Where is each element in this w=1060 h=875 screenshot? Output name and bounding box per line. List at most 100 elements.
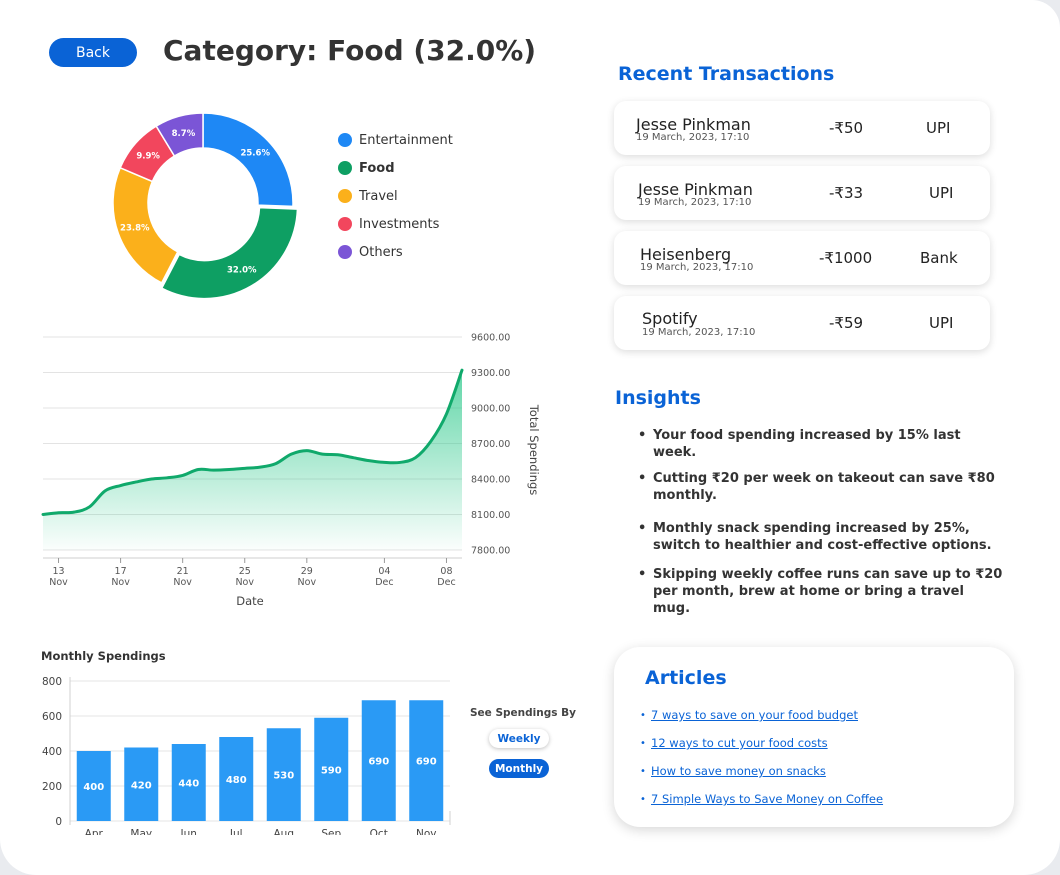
donut-slice-label: 32.0%: [227, 266, 257, 276]
transaction-name: Jesse Pinkman: [638, 180, 753, 199]
transaction-mode: Bank: [920, 249, 958, 267]
bar-value-label: 420: [131, 780, 152, 791]
bar-oct: [361, 700, 396, 821]
bar-may: [124, 747, 159, 821]
x-tick-label: Aug: [273, 828, 294, 835]
bar-value-label: 400: [83, 782, 104, 793]
donut-slice-label: 23.8%: [120, 224, 150, 234]
y-tick-label: 9000.00: [471, 404, 510, 415]
bar-value-label: 690: [416, 757, 437, 768]
transaction-name: Spotify: [642, 309, 698, 328]
y-tick-label: 9600.00: [471, 333, 510, 344]
bar-value-label: 590: [321, 765, 342, 776]
x-tick-day: 17: [115, 566, 127, 577]
transaction-card[interactable]: Heisenberg 19 March, 2023, 17:10 -₹1000 …: [614, 231, 990, 285]
legend-label: Food: [359, 160, 395, 176]
transaction-amount: -₹1000: [819, 249, 873, 267]
insight-item: Your food spending increased by 15% last…: [638, 427, 1003, 461]
y-tick-label: 800: [42, 676, 62, 688]
legend-item-investments[interactable]: Investments: [338, 210, 453, 238]
y-tick-label: 9300.00: [471, 368, 510, 379]
weekly-toggle-button[interactable]: Weekly: [489, 729, 549, 748]
transaction-mode: UPI: [929, 184, 954, 202]
bullet-icon: •: [640, 766, 646, 777]
bar-chart-title: Monthly Spendings: [41, 649, 166, 663]
transaction-amount: -₹33: [829, 184, 864, 202]
donut-legend: Entertainment Food Travel Investments Others: [338, 126, 453, 266]
x-tick-label: Jul: [229, 828, 243, 835]
article-link[interactable]: 7 ways to save on your food budget: [651, 708, 858, 722]
insight-item: Cutting ₹20 per week on takeout can save…: [638, 470, 1003, 504]
x-tick-month: Nov: [173, 577, 192, 588]
article-link[interactable]: 7 Simple Ways to Save Money on Coffee: [651, 792, 884, 806]
legend-color-swatch: [338, 161, 352, 175]
see-spendings-by-label: See Spendings By: [470, 707, 576, 719]
y-tick-label: 8100.00: [471, 510, 510, 521]
y-tick-label: 8400.00: [471, 475, 510, 486]
recent-transactions-title: Recent Transactions: [618, 63, 835, 85]
bar-value-label: 440: [178, 779, 199, 790]
insight-item: Monthly snack spending increased by 25%,…: [638, 520, 1003, 554]
legend-label: Travel: [359, 188, 398, 204]
legend-item-travel[interactable]: Travel: [338, 182, 453, 210]
transaction-name: Heisenberg: [640, 245, 732, 264]
bar-value-label: 690: [368, 757, 389, 768]
x-tick-label: May: [130, 828, 152, 835]
monthly-toggle-button[interactable]: Monthly: [489, 759, 549, 778]
article-link[interactable]: How to save money on snacks: [651, 764, 826, 778]
bar-jun: [171, 744, 206, 821]
back-button[interactable]: Back: [49, 38, 137, 67]
bar-value-label: 480: [226, 775, 247, 786]
area-fill: [43, 370, 462, 550]
y-tick-label: 400: [42, 746, 62, 758]
x-tick-month: Nov: [49, 577, 68, 588]
y-tick-label: 200: [42, 781, 62, 793]
x-tick-month: Dec: [375, 577, 393, 588]
x-tick-label: Jun: [180, 828, 197, 835]
spending-line: [41, 368, 464, 516]
transaction-date: 19 March, 2023, 17:10: [636, 132, 750, 143]
legend-color-swatch: [338, 217, 352, 231]
transaction-date: 19 March, 2023, 17:10: [642, 327, 756, 338]
x-tick-day: 13: [52, 566, 64, 577]
legend-color-swatch: [338, 245, 352, 259]
x-tick-label: Oct: [370, 828, 388, 835]
legend-label: Investments: [359, 216, 440, 232]
page-title: Category: Food (32.0%): [163, 34, 537, 67]
bar-jul: [219, 737, 254, 821]
x-tick-month: Nov: [298, 577, 317, 588]
transaction-amount: -₹50: [829, 119, 864, 137]
transaction-card[interactable]: Jesse Pinkman 19 March, 2023, 17:10 -₹33…: [614, 166, 990, 220]
article-link[interactable]: 12 ways to cut your food costs: [651, 736, 828, 750]
donut-slice-label: 8.7%: [172, 129, 196, 139]
x-tick-day: 04: [378, 566, 390, 577]
legend-color-swatch: [338, 189, 352, 203]
legend-item-food[interactable]: Food: [338, 154, 453, 182]
transaction-amount: -₹59: [829, 314, 864, 332]
monthly-spendings-bar-chart: Monthly Spendings 0 200 400 600 800 400 Apr 420 M…: [41, 649, 451, 835]
bar-nov: [409, 700, 444, 821]
total-spendings-area-chart: 7800.00 8100.00 8400.00 8700.00 9000.00 9300.…: [41, 333, 541, 608]
transaction-card[interactable]: Spotify 19 March, 2023, 17:10 -₹59 UPI: [614, 296, 990, 350]
y-tick-label: 7800.00: [471, 546, 510, 557]
bullet-icon: •: [640, 794, 646, 805]
bar-sep: [314, 717, 349, 821]
x-tick-day: 25: [239, 566, 251, 577]
insight-item: Skipping weekly coffee runs can save up …: [638, 566, 1003, 617]
x-tick-day: 29: [301, 566, 313, 577]
legend-item-entertainment[interactable]: Entertainment: [338, 126, 453, 154]
donut-slice-others: [155, 112, 204, 158]
donut-slice-entertainment: [202, 112, 294, 208]
x-axis-label: Date: [236, 594, 264, 608]
transaction-mode: UPI: [929, 314, 954, 332]
legend-label: Entertainment: [359, 132, 453, 148]
transaction-name: Jesse Pinkman: [636, 115, 751, 134]
legend-item-others[interactable]: Others: [338, 238, 453, 266]
bar-aug: [266, 728, 301, 821]
y-tick-label: 8700.00: [471, 439, 510, 450]
articles-card: Articles • 7 ways to save on your food b…: [614, 647, 1014, 827]
transaction-card[interactable]: Jesse Pinkman 19 March, 2023, 17:10 -₹50…: [614, 101, 990, 155]
y-tick-label: 600: [42, 711, 62, 723]
bar-apr: [76, 751, 111, 821]
